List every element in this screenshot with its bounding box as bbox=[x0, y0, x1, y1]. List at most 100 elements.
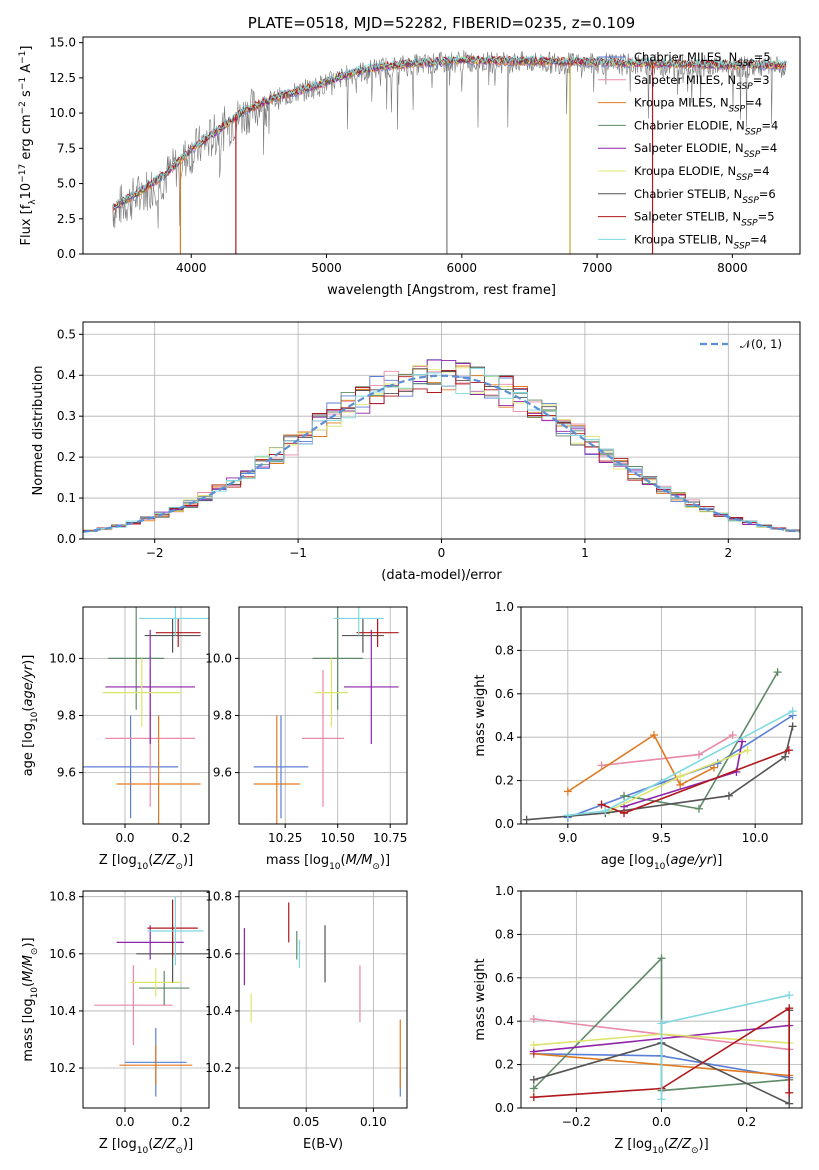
plot-area bbox=[83, 322, 800, 539]
y-tick-label: 0.0 bbox=[57, 532, 76, 546]
axes-frame bbox=[520, 606, 803, 825]
y-tick-label: 9.6 bbox=[57, 766, 76, 780]
gaussian-curve bbox=[83, 374, 800, 533]
age-vs-mass-xlabel: mass [log10(M/M⊙)] bbox=[266, 853, 390, 872]
y-tick-label: 0.8 bbox=[495, 643, 514, 657]
weight-vs-age-xlabel: age [log10(age/yr)] bbox=[601, 853, 723, 872]
axes-frame bbox=[82, 321, 801, 540]
legend-entry: Kroupa ELODIE, NSSP=4 bbox=[634, 164, 770, 183]
mass-vs-Z-ylabel: mass [log10(M/M⊙)] bbox=[21, 937, 40, 1061]
y-tick-label: 12.5 bbox=[49, 71, 76, 85]
y-tick-label: 0.0 bbox=[495, 1101, 514, 1115]
model-line-salpeter-elodie bbox=[112, 55, 787, 211]
weight-line-salpeter-stelib bbox=[601, 749, 790, 814]
histogram-ylabel: Normed distribution bbox=[31, 366, 46, 496]
y-tick-label: 10.0 bbox=[205, 651, 232, 665]
plot-area bbox=[112, 50, 787, 254]
y-tick-label: 10.6 bbox=[205, 947, 232, 961]
x-tick-label: 10.50 bbox=[321, 831, 355, 845]
x-tick-label: 0.05 bbox=[293, 1115, 320, 1129]
legend-entry: Salpeter MILES, NSSP=3 bbox=[634, 73, 770, 92]
legend-entry: Salpeter ELODIE, NSSP=4 bbox=[634, 141, 777, 160]
y-tick-label: 0.4 bbox=[495, 730, 514, 744]
y-tick-label: 10.2 bbox=[49, 1061, 76, 1075]
x-tick-label: 0 bbox=[438, 546, 446, 560]
age-vs-Z-panel: 0.0 0.2 9.6 9.8 10.0 Z [log10(Z/Z⊙)] age [log1… bbox=[21, 606, 210, 872]
age-vs-Z-ylabel: age [log10(age/yr)] bbox=[21, 655, 40, 777]
age-vs-Z-xlabel: Z [log10(Z/Z⊙)] bbox=[99, 853, 193, 872]
y-tick-label: 10.8 bbox=[205, 890, 232, 904]
spectrum-ylabel: Flux [fλ10−17 erg cm−2 s−1 A−1] bbox=[18, 46, 38, 246]
x-tick-label: 0.0 bbox=[115, 831, 134, 845]
plot-area bbox=[239, 891, 407, 1108]
weight-line-salpeter-stelib bbox=[533, 1006, 791, 1098]
y-tick-label: 0.4 bbox=[57, 368, 76, 382]
legend-entry: Kroupa STELIB, NSSP=4 bbox=[634, 232, 767, 251]
y-tick-label: 1.0 bbox=[495, 884, 514, 898]
histogram-xlabel: (data-model)/error bbox=[381, 568, 502, 583]
x-tick-label: 9.5 bbox=[652, 831, 671, 845]
spectrum-xlabel: wavelength [Angstrom, rest frame] bbox=[327, 283, 556, 298]
plot-area bbox=[521, 891, 802, 1108]
y-tick-label: 5.0 bbox=[57, 177, 76, 191]
mass-vs-ebv-panel: 0.05 0.10 10.2 10.4 10.6 10.8 E(B-V) bbox=[205, 890, 408, 1152]
x-tick-label: 0.2 bbox=[737, 1115, 756, 1129]
weight-line-kroupa-miles bbox=[567, 733, 715, 793]
x-tick-label: −1 bbox=[289, 546, 307, 560]
x-tick-label: −0.2 bbox=[562, 1115, 591, 1129]
y-tick-label: 1.0 bbox=[495, 600, 514, 614]
y-tick-label: 9.6 bbox=[213, 766, 232, 780]
histogram-panel: −2 −1 0 1 2 0.0 0.1 0.2 0.3 0.4 0.5 (data-model)/er… bbox=[31, 321, 801, 583]
x-tick-label: 4000 bbox=[176, 261, 207, 275]
x-tick-label: 2 bbox=[724, 546, 732, 560]
y-tick-label: 0.4 bbox=[495, 1014, 514, 1028]
legend-entry: Chabrier STELIB, NSSP=6 bbox=[634, 187, 776, 206]
weight-vs-Z-xlabel: Z [log10(Z/Z⊙)] bbox=[614, 1137, 708, 1156]
y-tick-label: 15.0 bbox=[49, 36, 76, 50]
gaussian-legend-label: 𝒩(0, 1) bbox=[740, 337, 782, 351]
y-tick-label: 9.8 bbox=[57, 709, 76, 723]
x-tick-label: 0.2 bbox=[171, 831, 190, 845]
legend-entry: Kroupa MILES, NSSP=4 bbox=[634, 96, 762, 115]
y-tick-label: 10.8 bbox=[49, 890, 76, 904]
x-tick-label: 0.0 bbox=[115, 1115, 134, 1129]
x-tick-label: −2 bbox=[146, 546, 164, 560]
y-tick-label: 0.3 bbox=[57, 409, 76, 423]
legend-entry: Chabrier ELODIE, NSSP=4 bbox=[634, 118, 778, 137]
y-tick-label: 0.0 bbox=[57, 247, 76, 261]
weight-vs-age-ylabel: mass weight bbox=[473, 674, 488, 756]
axes-frame bbox=[82, 606, 210, 825]
x-tick-label: 10.25 bbox=[268, 831, 302, 845]
axes-frame bbox=[238, 890, 408, 1109]
spectrum-title: PLATE=0518, MJD=52282, FIBERID=0235, z=0… bbox=[248, 14, 635, 32]
axes-frame bbox=[82, 36, 801, 255]
x-tick-label: 9.0 bbox=[558, 831, 577, 845]
spectrum-panel: 4000 5000 6000 7000 8000 0.0 2.5 5.0 7.5 10.0 12.5… bbox=[18, 14, 801, 298]
x-tick-label: 0.10 bbox=[360, 1115, 387, 1129]
y-tick-label: 10.6 bbox=[49, 947, 76, 961]
x-tick-label: 8000 bbox=[717, 261, 748, 275]
mass-vs-Z-panel: 0.0 0.2 10.2 10.4 10.6 10.8 Z [log10(Z/Z⊙)] mas… bbox=[21, 890, 210, 1156]
y-tick-label: 0.2 bbox=[495, 1058, 514, 1072]
x-tick-label: 5000 bbox=[311, 261, 342, 275]
y-tick-label: 0.2 bbox=[57, 450, 76, 464]
mass-vs-ebv-xlabel: E(B-V) bbox=[303, 1137, 343, 1152]
y-tick-label: 0.1 bbox=[57, 491, 76, 505]
observed-spectrum-line bbox=[112, 50, 787, 229]
x-tick-label: 0.2 bbox=[171, 1115, 190, 1129]
axes-frame bbox=[520, 890, 803, 1109]
age-vs-mass-panel: 10.25 10.50 10.75 9.6 9.8 10.0 mass [log10(M/M… bbox=[205, 606, 408, 872]
model-line-kroupa-stelib bbox=[112, 54, 787, 209]
y-tick-label: 0.0 bbox=[495, 817, 514, 831]
y-tick-label: 2.5 bbox=[57, 212, 76, 226]
axes-frame bbox=[238, 606, 408, 825]
legend-entry: Salpeter STELIB, NSSP=5 bbox=[634, 210, 775, 229]
y-tick-label: 9.8 bbox=[213, 709, 232, 723]
x-tick-label: 1 bbox=[581, 546, 589, 560]
x-tick-label: 6000 bbox=[447, 261, 478, 275]
spectrum-legend: Chabrier MILES, NSSP=5 Salpeter MILES, NS… bbox=[598, 50, 778, 251]
weight-vs-Z-ylabel: mass weight bbox=[473, 958, 488, 1040]
y-tick-label: 10.4 bbox=[205, 1004, 232, 1018]
y-tick-label: 10.0 bbox=[49, 651, 76, 665]
x-tick-label: 0.0 bbox=[652, 1115, 671, 1129]
